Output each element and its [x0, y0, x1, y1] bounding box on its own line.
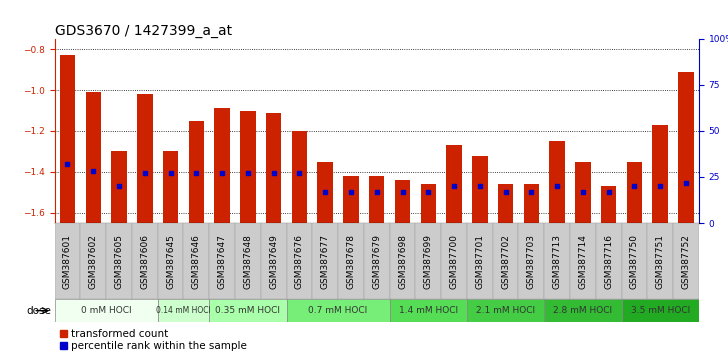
Bar — [287, 299, 389, 322]
Bar — [518, 223, 545, 299]
Text: GSM387699: GSM387699 — [424, 234, 432, 290]
Legend: transformed count, percentile rank within the sample: transformed count, percentile rank withi… — [60, 329, 247, 351]
Bar — [209, 223, 235, 299]
Bar — [416, 223, 441, 299]
Bar — [596, 223, 622, 299]
Bar — [389, 299, 467, 322]
Bar — [545, 299, 622, 322]
Text: 0 mM HOCl: 0 mM HOCl — [81, 306, 132, 315]
Text: GSM387648: GSM387648 — [243, 234, 253, 289]
Bar — [673, 223, 699, 299]
Text: GSM387649: GSM387649 — [269, 234, 278, 289]
Bar — [55, 223, 80, 299]
Text: 0.35 mM HOCl: 0.35 mM HOCl — [215, 306, 280, 315]
Bar — [85, 92, 101, 223]
Text: GSM387602: GSM387602 — [89, 234, 98, 289]
Text: GSM387647: GSM387647 — [218, 234, 226, 289]
Bar — [467, 223, 493, 299]
Bar — [369, 176, 384, 223]
Bar — [261, 223, 287, 299]
Bar — [622, 223, 647, 299]
Bar — [266, 113, 282, 223]
Text: GSM387679: GSM387679 — [372, 234, 381, 290]
Bar — [550, 141, 565, 223]
Bar — [292, 131, 307, 223]
Text: 1.4 mM HOCl: 1.4 mM HOCl — [399, 306, 458, 315]
Bar — [364, 223, 389, 299]
Text: GSM387714: GSM387714 — [579, 234, 587, 289]
Bar — [158, 223, 183, 299]
Bar — [287, 223, 312, 299]
Bar — [389, 223, 416, 299]
Text: 3.5 mM HOCl: 3.5 mM HOCl — [630, 306, 690, 315]
Bar — [575, 162, 590, 223]
Bar — [678, 72, 694, 223]
Bar — [106, 223, 132, 299]
Bar — [338, 223, 364, 299]
Bar — [240, 110, 256, 223]
Text: GSM387676: GSM387676 — [295, 234, 304, 290]
Bar — [395, 180, 411, 223]
Text: 0.14 mM HOCl: 0.14 mM HOCl — [156, 306, 211, 315]
Bar — [421, 184, 436, 223]
Text: GDS3670 / 1427399_a_at: GDS3670 / 1427399_a_at — [55, 24, 232, 38]
Text: GSM387751: GSM387751 — [656, 234, 665, 290]
Bar — [60, 55, 75, 223]
Text: GSM387713: GSM387713 — [553, 234, 561, 290]
Text: GSM387646: GSM387646 — [192, 234, 201, 289]
Text: GSM387605: GSM387605 — [114, 234, 124, 290]
Bar — [235, 223, 261, 299]
Bar — [132, 223, 158, 299]
Text: 0.7 mM HOCl: 0.7 mM HOCl — [309, 306, 368, 315]
Text: GSM387678: GSM387678 — [347, 234, 355, 290]
Text: GSM387701: GSM387701 — [475, 234, 484, 290]
Bar — [312, 223, 338, 299]
Text: GSM387645: GSM387645 — [166, 234, 175, 289]
Bar — [55, 299, 158, 322]
Text: GSM387750: GSM387750 — [630, 234, 639, 290]
Bar — [214, 108, 230, 223]
Text: GSM387700: GSM387700 — [450, 234, 459, 290]
Text: 2.8 mM HOCl: 2.8 mM HOCl — [553, 306, 612, 315]
Bar — [493, 223, 518, 299]
Text: GSM387606: GSM387606 — [141, 234, 149, 290]
Bar — [441, 223, 467, 299]
Text: GSM387698: GSM387698 — [398, 234, 407, 290]
Text: GSM387677: GSM387677 — [321, 234, 330, 290]
Text: GSM387716: GSM387716 — [604, 234, 613, 290]
Bar — [498, 184, 513, 223]
Bar — [317, 162, 333, 223]
Text: GSM387601: GSM387601 — [63, 234, 72, 290]
Bar — [163, 152, 178, 223]
Text: GSM387752: GSM387752 — [681, 234, 690, 289]
Bar — [189, 121, 204, 223]
Bar — [622, 299, 699, 322]
Bar — [467, 299, 545, 322]
Bar — [80, 223, 106, 299]
Bar — [570, 223, 596, 299]
Bar — [472, 155, 488, 223]
Text: 2.1 mM HOCl: 2.1 mM HOCl — [476, 306, 535, 315]
Bar — [111, 152, 127, 223]
Bar — [652, 125, 668, 223]
Bar — [545, 223, 570, 299]
Bar — [446, 145, 462, 223]
Bar — [137, 94, 153, 223]
Bar — [209, 299, 287, 322]
Bar — [627, 162, 642, 223]
Bar — [601, 186, 617, 223]
Bar — [183, 223, 209, 299]
Bar — [343, 176, 359, 223]
Text: GSM387702: GSM387702 — [501, 234, 510, 289]
Bar — [158, 299, 209, 322]
Bar — [647, 223, 673, 299]
Text: GSM387703: GSM387703 — [527, 234, 536, 290]
Bar — [523, 184, 539, 223]
Text: dose: dose — [26, 306, 51, 316]
